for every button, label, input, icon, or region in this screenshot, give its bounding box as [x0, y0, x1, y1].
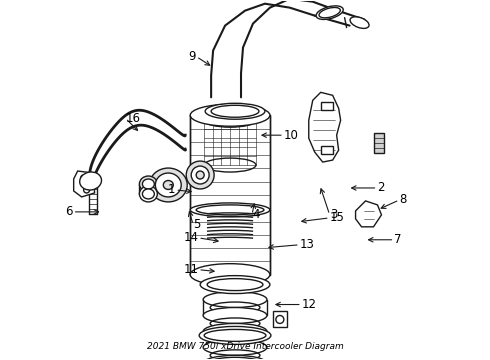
Polygon shape [356, 201, 382, 227]
Ellipse shape [203, 292, 267, 307]
Text: 1: 1 [168, 184, 175, 197]
Polygon shape [273, 311, 287, 328]
Text: 5: 5 [193, 218, 200, 231]
Bar [321, 146, 333, 154]
Text: 16: 16 [125, 112, 141, 125]
Polygon shape [309, 92, 341, 162]
Text: 14: 14 [183, 231, 198, 244]
Ellipse shape [350, 17, 369, 28]
Ellipse shape [190, 203, 270, 217]
Ellipse shape [149, 168, 187, 202]
Ellipse shape [203, 307, 267, 323]
Ellipse shape [190, 264, 270, 285]
Ellipse shape [200, 276, 270, 293]
Ellipse shape [155, 173, 181, 197]
Text: 10: 10 [284, 129, 299, 142]
Polygon shape [74, 171, 95, 197]
Text: 4: 4 [252, 208, 260, 221]
Text: 7: 7 [394, 233, 402, 246]
Text: 8: 8 [399, 193, 407, 206]
Text: 15: 15 [330, 211, 344, 224]
Ellipse shape [196, 171, 204, 179]
Ellipse shape [316, 6, 343, 19]
Text: 3: 3 [330, 208, 337, 221]
Ellipse shape [163, 180, 173, 189]
Text: 11: 11 [183, 263, 198, 276]
Ellipse shape [143, 179, 154, 189]
Text: 12: 12 [302, 298, 317, 311]
Ellipse shape [199, 327, 271, 345]
Ellipse shape [143, 189, 154, 199]
Ellipse shape [203, 323, 267, 339]
Text: 13: 13 [300, 238, 315, 251]
Ellipse shape [201, 357, 269, 360]
Bar [321, 102, 333, 110]
Ellipse shape [203, 355, 267, 360]
Ellipse shape [205, 103, 265, 119]
Bar [190, 115, 270, 275]
Polygon shape [88, 178, 98, 184]
Ellipse shape [186, 161, 214, 189]
Text: 9: 9 [189, 50, 196, 63]
Text: 2: 2 [377, 181, 385, 194]
Bar [374, 133, 385, 153]
Text: 6: 6 [65, 205, 73, 219]
Ellipse shape [190, 104, 270, 126]
Ellipse shape [140, 186, 157, 202]
Ellipse shape [80, 172, 101, 190]
Ellipse shape [140, 176, 157, 192]
Ellipse shape [191, 166, 209, 184]
Text: 2021 BMW 750i xDrive Intercooler Diagram: 2021 BMW 750i xDrive Intercooler Diagram [147, 342, 343, 351]
Ellipse shape [203, 339, 267, 355]
